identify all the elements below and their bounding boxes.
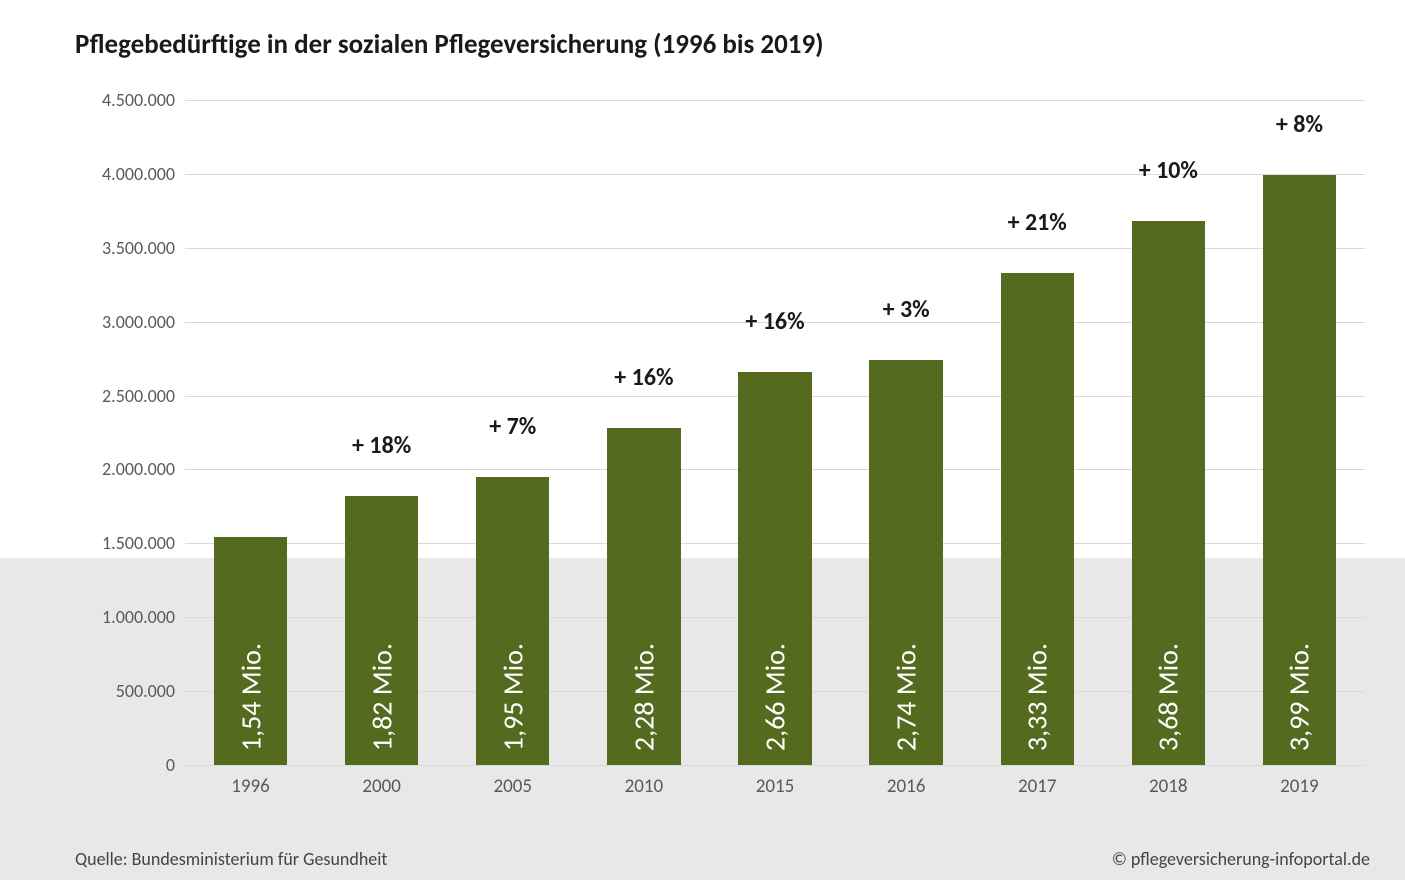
x-tick-label: 1996: [231, 775, 270, 798]
x-tick-label: 2000: [362, 775, 401, 798]
bar: 2,66 Mio.: [738, 372, 811, 765]
y-tick-label: 1.500.000: [102, 532, 175, 554]
bar: 1,82 Mio.: [345, 496, 418, 765]
copyright-text: © pflegeversicherung-infoportal.de: [1112, 848, 1370, 870]
bar-value-label: 2,74 Mio.: [889, 643, 924, 751]
chart-container: 0 500.000 1.000.000 1.500.000 2.000.000 2.500…: [75, 100, 1365, 820]
y-tick-label: 0: [166, 754, 175, 776]
bar-value-label: 2,28 Mio.: [626, 643, 661, 751]
bar-value-label: 3,68 Mio.: [1151, 643, 1186, 751]
bar-slot: 1,54 Mio.1996: [185, 100, 316, 765]
y-tick-label: 4.000.000: [102, 163, 175, 185]
source-text: Quelle: Bundesministerium für Gesundheit: [75, 848, 387, 870]
bar-value-label: 3,99 Mio.: [1282, 643, 1317, 751]
bar-value-label: 1,82 Mio.: [364, 643, 399, 751]
gridline: [185, 765, 1365, 766]
bar-slot: 2,74 Mio.+ 3%2016: [841, 100, 972, 765]
plot-area: 0500.0001.000.0001.500.0002.000.0002.500…: [185, 100, 1365, 765]
bar: 3,99 Mio.: [1263, 175, 1336, 765]
bar: 1,95 Mio.: [476, 477, 549, 765]
bars-container: 1,54 Mio.19961,82 Mio.+ 18%20001,95 Mio.…: [185, 100, 1365, 765]
x-tick-label: 2005: [494, 775, 533, 798]
bar-value-label: 3,33 Mio.: [1020, 643, 1055, 751]
bar-slot: 3,33 Mio.+ 21%2017: [972, 100, 1103, 765]
bar-value-label: 1,95 Mio.: [495, 643, 530, 751]
x-tick-label: 2010: [625, 775, 664, 798]
x-tick-label: 2015: [756, 775, 795, 798]
percent-change-label: + 8%: [1276, 110, 1323, 139]
x-tick-label: 2018: [1149, 775, 1188, 798]
y-tick-label: 1.000.000: [102, 606, 175, 628]
percent-change-label: + 16%: [614, 363, 673, 392]
bar-slot: 3,68 Mio.+ 10%2018: [1103, 100, 1234, 765]
percent-change-label: + 10%: [1139, 156, 1198, 185]
y-tick-label: 2.500.000: [102, 385, 175, 407]
bar-value-label: 2,66 Mio.: [757, 643, 792, 751]
bar-slot: 2,66 Mio.+ 16%2015: [709, 100, 840, 765]
y-tick-label: 2.000.000: [102, 458, 175, 480]
bar-value-label: 1,54 Mio.: [233, 643, 268, 751]
bar-slot: 1,95 Mio.+ 7%2005: [447, 100, 578, 765]
percent-change-label: + 18%: [352, 431, 411, 460]
y-tick-label: 3.500.000: [102, 237, 175, 259]
bar-slot: 1,82 Mio.+ 18%2000: [316, 100, 447, 765]
percent-change-label: + 16%: [745, 307, 804, 336]
percent-change-label: + 3%: [883, 295, 930, 324]
bar-slot: 2,28 Mio.+ 16%2010: [578, 100, 709, 765]
y-tick-label: 500.000: [116, 680, 175, 702]
percent-change-label: + 7%: [489, 412, 536, 441]
percent-change-label: + 21%: [1008, 208, 1067, 237]
x-tick-label: 2017: [1018, 775, 1057, 798]
chart-title: Pflegebedürftige in der sozialen Pflegev…: [75, 28, 824, 61]
y-tick-label: 4.500.000: [102, 89, 175, 111]
bar: 3,68 Mio.: [1132, 221, 1205, 765]
x-tick-label: 2016: [887, 775, 926, 798]
bar: 1,54 Mio.: [214, 537, 287, 765]
bar-slot: 3,99 Mio.+ 8%2019: [1234, 100, 1365, 765]
y-tick-label: 3.000.000: [102, 311, 175, 333]
bar: 2,74 Mio.: [869, 360, 942, 765]
bar: 3,33 Mio.: [1001, 273, 1074, 765]
bar: 2,28 Mio.: [607, 428, 680, 765]
x-tick-label: 2019: [1280, 775, 1319, 798]
